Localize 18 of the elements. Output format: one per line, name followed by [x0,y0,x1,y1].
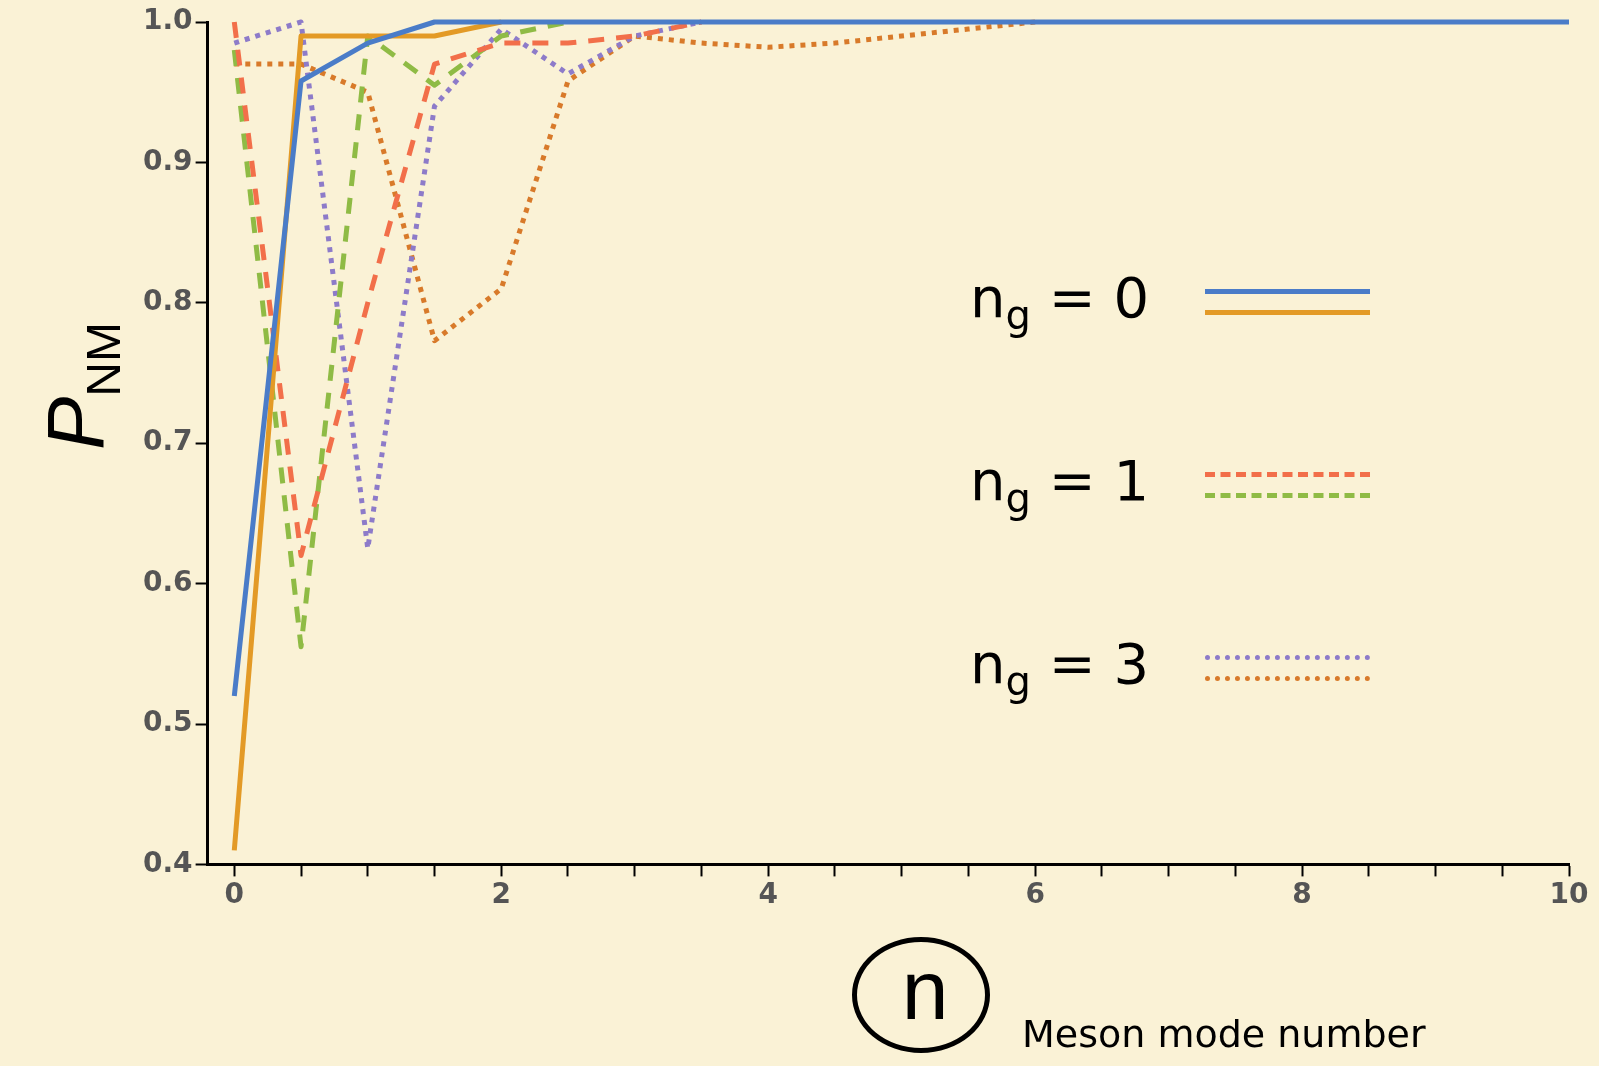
x-tick-label: 0 [224,877,245,911]
y-tick-label: 0.8 [142,284,193,318]
y-tick-label: 0.4 [142,845,193,879]
x-tick-label: 8 [1292,877,1312,911]
x-tick-label: 4 [758,877,778,911]
x-tick-label: 6 [1025,877,1045,911]
legend-label: n$_{g}$ = 3 [970,631,1151,705]
y-tick-label: 1.0 [142,3,193,37]
y-tick-label: 0.6 [142,564,193,598]
legend-label: n$_{g}$ = 1 [970,448,1151,522]
y-tick-label: 0.5 [142,705,193,739]
x-axis-title: n [900,942,950,1039]
text: Meson mode number [1022,1012,1426,1056]
legend-label: n$_{g}$ = 0 [970,265,1151,339]
y-tick-label: 0.9 [142,143,193,177]
y-tick-label: 0.7 [142,424,193,458]
x-tick-label: 2 [491,877,511,911]
x-tick-label: 10 [1549,877,1589,911]
